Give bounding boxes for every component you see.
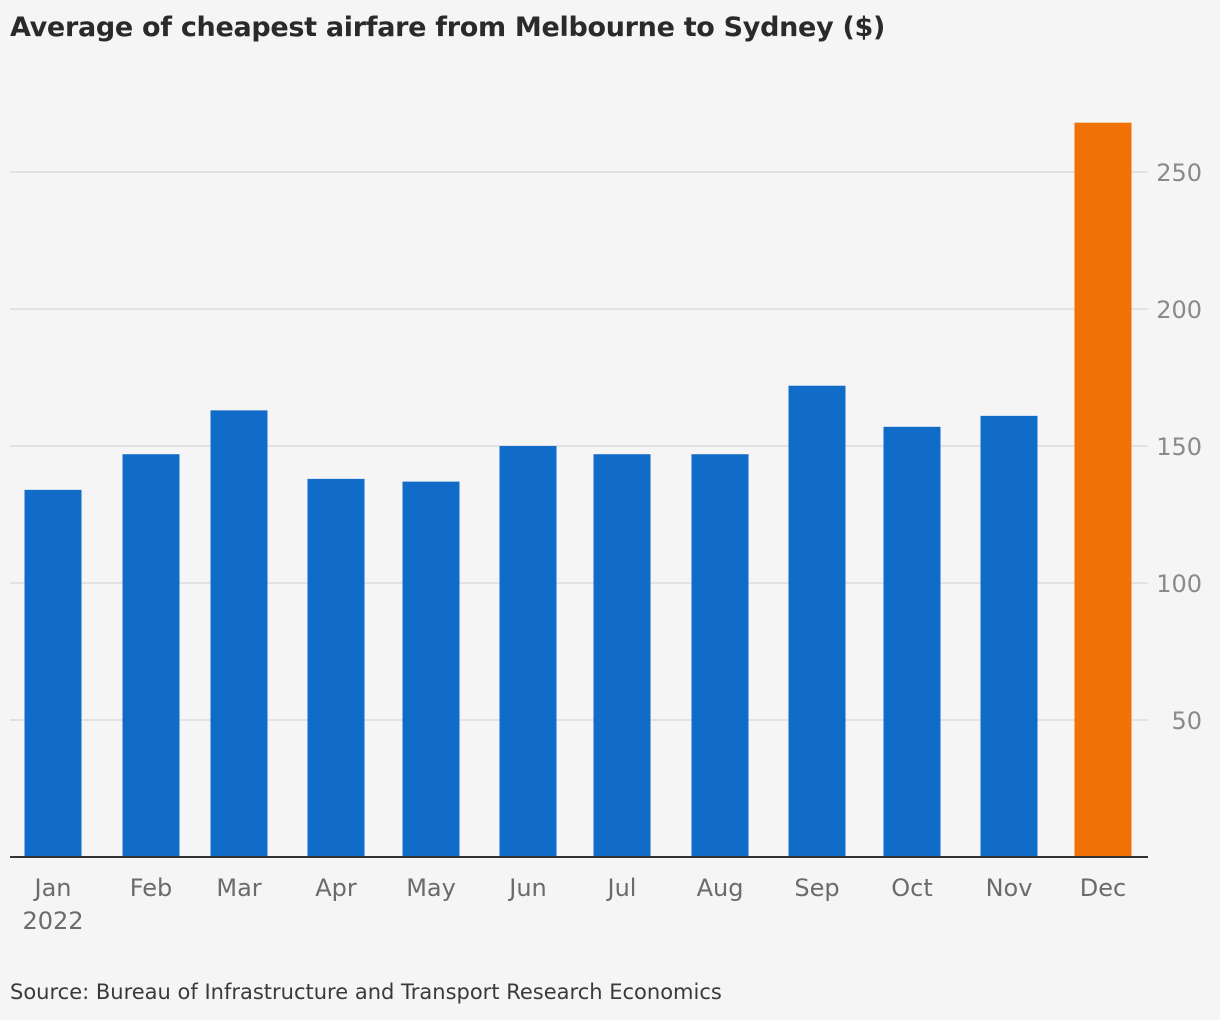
bar-apr — [307, 478, 365, 857]
bar-aug — [691, 454, 749, 857]
x-tick-label: Nov — [986, 874, 1033, 902]
x-tick-label: Apr — [315, 874, 357, 902]
bar-jan — [24, 489, 82, 857]
x-tick-label: Dec — [1080, 874, 1126, 902]
y-tick-label: 200 — [1156, 296, 1202, 324]
x-tick-labels: Jan Feb Mar Apr May Jun Jul Aug Sep Oct Nov Dec 2022 — [22, 874, 1126, 935]
bar-sep — [788, 385, 846, 857]
x-tick-label: Mar — [216, 874, 261, 902]
y-tick-label: 100 — [1156, 570, 1202, 598]
y-tick-label: 150 — [1156, 433, 1202, 461]
x-tick-label: Oct — [891, 874, 933, 902]
x-tick-label: Jun — [507, 874, 547, 902]
bar-oct — [883, 426, 941, 857]
bar-jul — [593, 454, 651, 857]
bar-may — [402, 481, 460, 857]
y-tick-label: 250 — [1156, 159, 1202, 187]
bar-feb — [122, 454, 180, 857]
x-tick-label: Aug — [697, 874, 744, 902]
bar-dec — [1074, 122, 1132, 858]
x-tick-label: Jan — [33, 874, 72, 902]
x-tick-label: May — [406, 874, 456, 902]
y-tick-label: 50 — [1171, 707, 1202, 735]
gridlines — [10, 171, 1148, 721]
chart-title: Average of cheapest airfare from Melbour… — [10, 12, 886, 43]
bar-mar — [210, 410, 268, 857]
y-tick-labels: 50 100 150 200 250 — [1156, 159, 1202, 735]
source-note: Source: Bureau of Infrastructure and Tra… — [10, 980, 722, 1004]
x-tick-label: Jul — [606, 874, 637, 902]
x-tick-label: Sep — [794, 874, 839, 902]
x-year-label: 2022 — [22, 907, 83, 935]
bar-nov — [980, 415, 1038, 857]
bar-jun — [499, 446, 557, 857]
x-tick-label: Feb — [130, 874, 173, 902]
bars — [24, 122, 1132, 858]
